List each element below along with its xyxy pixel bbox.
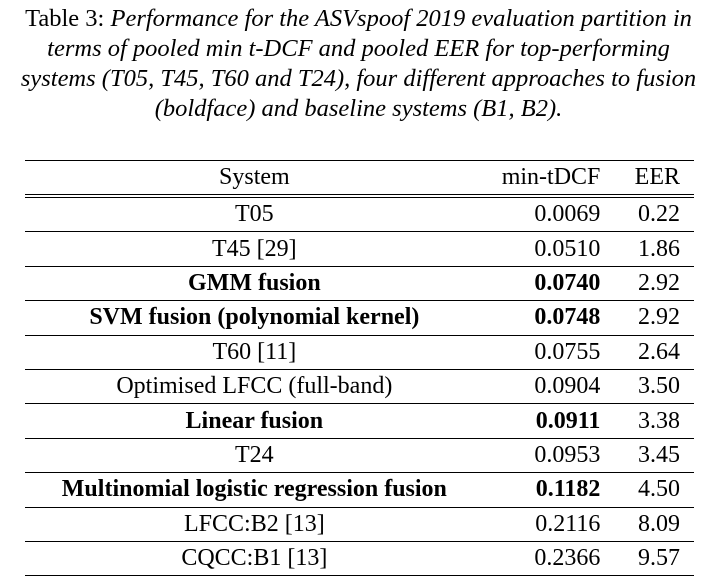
cell-system: CQCC:B1 [13] [25, 540, 484, 576]
results-table-container: System min-tDCF EER T05 0.0069 0.22 T45 [29… [25, 160, 694, 576]
results-table: System min-tDCF EER T05 0.0069 0.22 T45 [29… [25, 160, 694, 576]
cell-eer: 8.09 [612, 506, 694, 542]
cell-system: T24 [25, 437, 484, 473]
table-row: T45 [29] 0.0510 1.86 [25, 231, 694, 267]
cell-eer: 3.50 [612, 368, 694, 404]
cell-min-tdcf: 0.2116 [483, 506, 613, 542]
caption-label: Table 3: [25, 5, 105, 32]
table-row: Multinomial logistic regression fusion 0.… [25, 472, 694, 508]
table-row: LFCC:B2 [13] 0.2116 8.09 [25, 506, 694, 542]
table-body: T05 0.0069 0.22 T45 [29] 0.0510 1.86 GMM fusio… [25, 195, 694, 576]
cell-system: T45 [29] [25, 231, 484, 267]
cell-system: SVM fusion (polynomial kernel) [25, 300, 484, 336]
cell-eer: 2.92 [612, 300, 694, 336]
cell-eer: 3.45 [612, 437, 694, 473]
header-row: System min-tDCF EER [25, 160, 694, 198]
cell-system: T05 [25, 195, 484, 232]
cell-min-tdcf: 0.2366 [483, 540, 613, 576]
cell-system: Linear fusion [25, 403, 484, 439]
table-row: Linear fusion 0.0911 3.38 [25, 403, 694, 439]
cell-system: Optimised LFCC (full-band) [25, 368, 484, 404]
header-min-tdcf: min-tDCF [483, 160, 613, 198]
table-caption: Table 3: Performance for the ASVspoof 20… [8, 4, 709, 124]
table-row: T24 0.0953 3.45 [25, 437, 694, 473]
cell-system: GMM fusion [25, 265, 484, 301]
cell-eer: 9.57 [612, 540, 694, 576]
table-row: CQCC:B1 [13] 0.2366 9.57 [25, 540, 694, 576]
table-header: System min-tDCF EER [25, 160, 694, 198]
table-row: T05 0.0069 0.22 [25, 195, 694, 232]
cell-eer: 0.22 [612, 195, 694, 232]
table-row: T60 [11] 0.0755 2.64 [25, 334, 694, 370]
cell-system: LFCC:B2 [13] [25, 506, 484, 542]
cell-min-tdcf: 0.0069 [483, 195, 613, 232]
cell-min-tdcf: 0.0510 [483, 231, 613, 267]
cell-min-tdcf: 0.0748 [483, 300, 613, 336]
table-row: SVM fusion (polynomial kernel) 0.0748 2.92 [25, 300, 694, 336]
cell-eer: 4.50 [612, 472, 694, 508]
cell-min-tdcf: 0.1182 [483, 472, 613, 508]
cell-eer: 2.64 [612, 334, 694, 370]
table-row: GMM fusion 0.0740 2.92 [25, 265, 694, 301]
table-row: Optimised LFCC (full-band) 0.0904 3.50 [25, 368, 694, 404]
cell-system: Multinomial logistic regression fusion [25, 472, 484, 508]
cell-min-tdcf: 0.0904 [483, 368, 613, 404]
cell-min-tdcf: 0.0953 [483, 437, 613, 473]
header-eer: EER [612, 160, 694, 198]
cell-min-tdcf: 0.0740 [483, 265, 613, 301]
cell-system: T60 [11] [25, 334, 484, 370]
cell-eer: 1.86 [612, 231, 694, 267]
cell-min-tdcf: 0.0755 [483, 334, 613, 370]
cell-eer: 3.38 [612, 403, 694, 439]
caption-text: Performance for the ASVspoof 2019 evalua… [20, 5, 697, 122]
header-system: System [25, 160, 484, 198]
cell-eer: 2.92 [612, 265, 694, 301]
cell-min-tdcf: 0.0911 [483, 403, 613, 439]
